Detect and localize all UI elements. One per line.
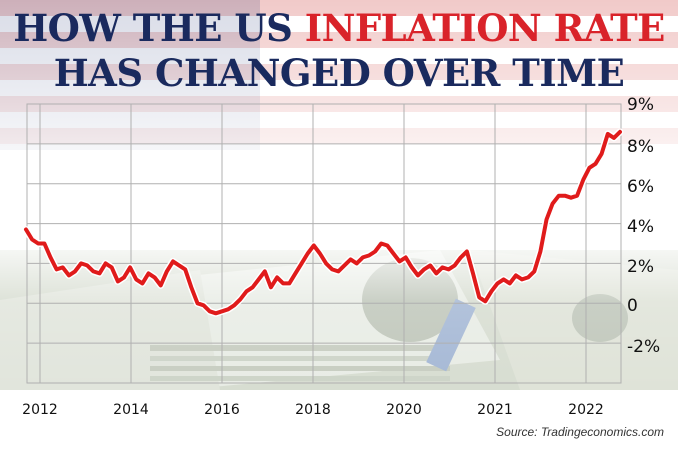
x-axis-ticks: 2012 2014 2016 2018 2020 2021 2022 <box>22 402 604 418</box>
headline-line-1: HOW THE US INFLATION RATE <box>0 6 678 50</box>
series-line <box>24 129 622 316</box>
y-tick-label: 2% <box>627 257 654 277</box>
y-tick-label: 0 <box>627 296 638 316</box>
source-credit: Source: Tradingeconomics.com <box>496 425 664 439</box>
chart-grid <box>26 103 622 384</box>
x-tick-label: 2018 <box>295 402 331 418</box>
series-line-halo <box>22 128 624 317</box>
x-tick-label: 2021 <box>477 402 513 418</box>
x-tick-label: 2020 <box>386 402 422 418</box>
headline-part: HOW THE US <box>13 6 305 50</box>
plot-frame <box>26 103 622 384</box>
chart-series <box>22 128 624 317</box>
y-tick-label: -2% <box>627 337 660 357</box>
y-axis-ticks: 9% 8% 6% 4% 2% 0 -2% <box>627 95 660 357</box>
y-tick-label: 4% <box>627 217 654 237</box>
headline-part: INFLATION RATE <box>304 6 666 50</box>
y-tick-label: 6% <box>627 177 654 197</box>
headline-line-2: HAS CHANGED OVER TIME <box>0 51 678 95</box>
x-tick-label: 2022 <box>568 402 604 418</box>
headline-part: HAS CHANGED OVER TIME <box>53 51 625 95</box>
y-tick-label: 9% <box>627 95 654 115</box>
x-tick-label: 2012 <box>22 402 58 418</box>
y-tick-label: 8% <box>627 137 654 157</box>
x-tick-label: 2016 <box>204 402 240 418</box>
x-tick-label: 2014 <box>113 402 149 418</box>
